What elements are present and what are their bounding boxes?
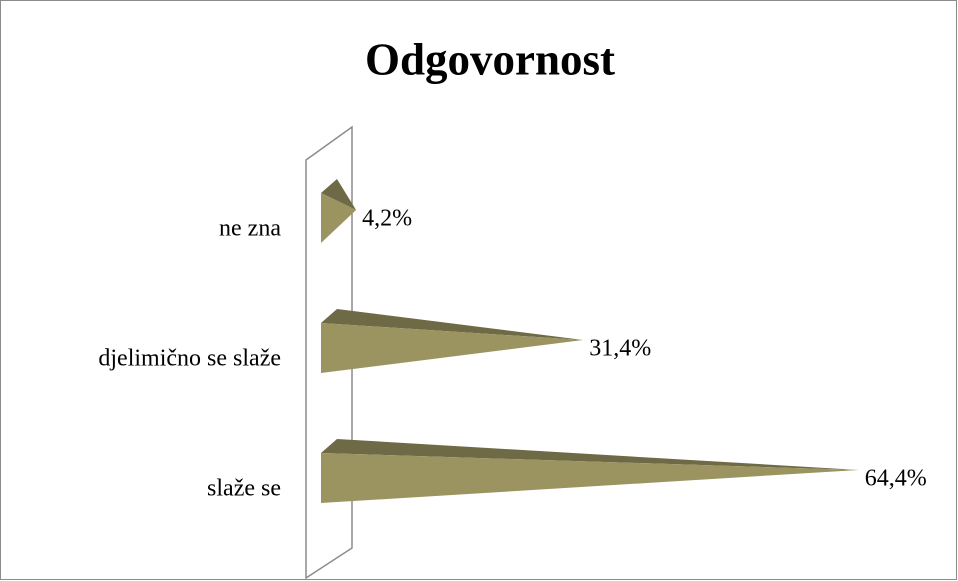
bar-top-face xyxy=(321,439,859,470)
category-label: ne zna xyxy=(219,216,281,242)
bar-top-face xyxy=(321,179,357,210)
bar xyxy=(321,193,357,243)
bar xyxy=(321,453,859,503)
value-label: 4,2% xyxy=(362,206,412,232)
value-label: 64,4% xyxy=(865,466,927,492)
category-label: djelimično se slaže xyxy=(98,346,281,372)
chart-title: Odgovornost xyxy=(365,34,615,84)
category-label: slaže se xyxy=(207,476,281,502)
axis-wall xyxy=(305,125,353,580)
bar-top-face xyxy=(321,309,584,340)
value-label: 31,4% xyxy=(589,336,651,362)
bar xyxy=(321,323,584,373)
